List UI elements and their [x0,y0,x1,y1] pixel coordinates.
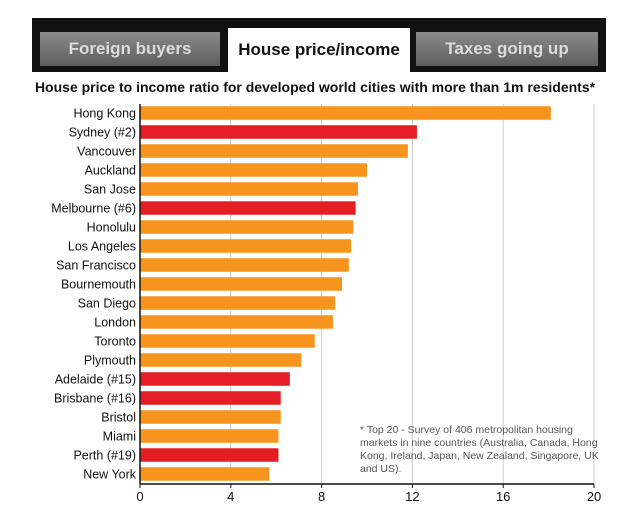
category-label: Melbourne (#6) [51,202,136,216]
chart-title: House price to income ratio for develope… [34,79,596,95]
category-label: Toronto [94,335,136,349]
bar [140,220,354,234]
x-tick-label: 20 [587,489,601,504]
category-label: Brisbane (#16) [54,392,136,406]
x-tick-label: 8 [318,489,325,504]
category-label: Los Angeles [68,240,136,254]
bar [140,467,270,481]
x-tick-label: 12 [405,489,419,504]
bar [140,106,551,120]
bar [140,277,343,291]
tab-foreign-buyers[interactable]: Foreign buyers [40,32,220,66]
category-label: Hong Kong [73,107,136,121]
category-label: San Jose [84,183,136,197]
category-label: Bristol [101,411,136,425]
category-label: Sydney (#2) [69,126,136,140]
x-tick-label: 0 [136,489,143,504]
bar [140,201,356,215]
category-label: New York [83,468,137,482]
bar [140,182,358,196]
category-label: Bournemouth [61,278,136,292]
bar [140,448,279,462]
bar [140,315,333,329]
category-label: San Francisco [56,259,136,273]
tab-house-price-income[interactable]: House price/income [228,28,410,72]
bar [140,391,281,405]
x-tick-label: 4 [227,489,234,504]
category-label: Honolulu [87,221,136,235]
bar [140,239,352,253]
chart-footnote: * Top 20 - Survey of 406 metropolitan ho… [360,424,599,475]
bar [140,429,279,443]
bar [140,296,336,310]
bar [140,258,349,272]
bar [140,372,290,386]
bar [140,353,302,367]
category-label: Miami [103,430,136,444]
category-label: Perth (#19) [73,449,136,463]
bar [140,410,281,424]
category-label: Vancouver [77,145,136,159]
bar [140,144,408,158]
bar [140,125,417,139]
category-label: Auckland [85,164,136,178]
bar [140,334,315,348]
category-label: London [94,316,136,330]
category-label: Adelaide (#15) [55,373,136,387]
tab-taxes-going-up[interactable]: Taxes going up [416,32,598,66]
bar [140,163,367,177]
category-label: San Diego [78,297,136,311]
x-tick-label: 16 [496,489,510,504]
category-label: Plymouth [84,354,136,368]
